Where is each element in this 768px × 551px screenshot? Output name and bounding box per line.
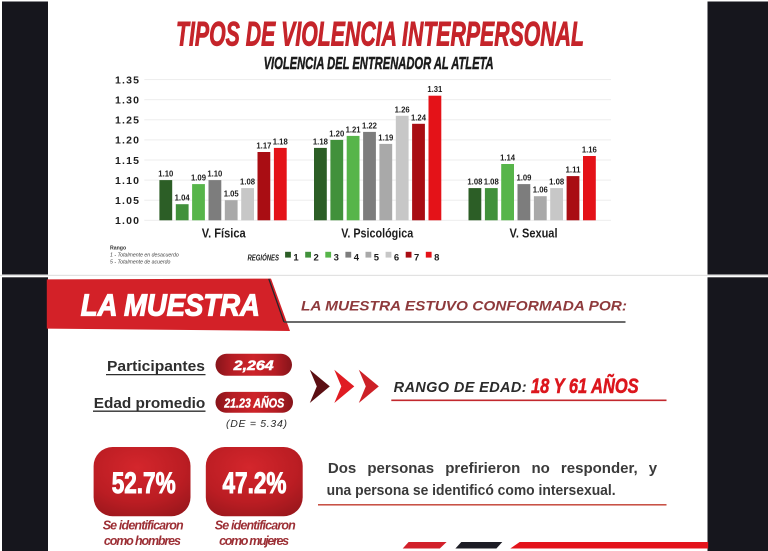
svg-text:2,264: 2,264: [233, 358, 275, 373]
svg-text:como hombres: como hombres: [104, 534, 181, 548]
svg-text:21.23 AÑOS: 21.23 AÑOS: [223, 396, 284, 411]
svg-text:1.24: 1.24: [411, 113, 427, 122]
svg-text:5 - Totalmente de acuerdo: 5 - Totalmente de acuerdo: [110, 259, 170, 265]
svg-text:8: 8: [434, 252, 439, 263]
svg-text:3: 3: [334, 252, 339, 263]
svg-text:1.05: 1.05: [224, 190, 240, 199]
svg-text:1.11: 1.11: [566, 166, 582, 175]
svg-text:4: 4: [354, 252, 360, 263]
svg-text:(DE = 5.34): (DE = 5.34): [226, 418, 287, 430]
svg-text:Se identificaron: Se identificaron: [103, 519, 184, 533]
svg-text:1.08: 1.08: [484, 178, 500, 187]
svg-text:1.15: 1.15: [115, 155, 139, 167]
svg-text:1.18: 1.18: [313, 137, 329, 146]
svg-text:1.10: 1.10: [207, 170, 223, 179]
svg-text:1.17: 1.17: [256, 141, 271, 150]
svg-text:LA MUESTRA ESTUVO CONFORMADA P: LA MUESTRA ESTUVO CONFORMADA POR:: [301, 298, 627, 314]
svg-text:1.05: 1.05: [115, 195, 139, 207]
svg-text:6: 6: [394, 252, 399, 263]
svg-text:Edad promedio: Edad promedio: [94, 396, 206, 412]
svg-text:Rango: Rango: [110, 246, 126, 252]
svg-text:1 - Totalmente en desacuerdo: 1 - Totalmente en desacuerdo: [110, 252, 179, 258]
svg-text:47.2%: 47.2%: [223, 467, 287, 500]
svg-text:Participantes: Participantes: [107, 359, 205, 375]
svg-text:1.10: 1.10: [158, 170, 174, 179]
svg-text:V. Física: V. Física: [202, 227, 247, 241]
svg-text:1.19: 1.19: [378, 133, 394, 142]
svg-text:1.20: 1.20: [329, 129, 345, 138]
svg-text:18 Y 61 AÑOS: 18 Y 61 AÑOS: [531, 373, 639, 398]
svg-text:1.00: 1.00: [115, 215, 139, 227]
svg-text:1.08: 1.08: [467, 178, 483, 187]
svg-text:52.7%: 52.7%: [112, 467, 176, 500]
svg-text:LA MUESTRA: LA MUESTRA: [81, 288, 260, 323]
svg-text:1.04: 1.04: [175, 194, 191, 203]
svg-text:2: 2: [314, 252, 319, 263]
svg-text:TIPOS DE VIOLENCIA INTERPERSON: TIPOS DE VIOLENCIA INTERPERSONAL: [176, 16, 584, 54]
svg-text:7: 7: [414, 252, 419, 263]
svg-text:1.20: 1.20: [115, 135, 139, 147]
svg-text:V. Sexual: V. Sexual: [510, 227, 558, 241]
svg-text:1.30: 1.30: [115, 95, 139, 107]
svg-text:1.08: 1.08: [549, 178, 565, 187]
svg-text:como mujeres: como mujeres: [219, 534, 289, 548]
svg-text:1.14: 1.14: [500, 154, 516, 163]
svg-text:1.25: 1.25: [115, 115, 139, 127]
svg-text:Dos personas prefirieron no re: Dos personas prefirieron no responder, y: [328, 460, 658, 477]
svg-text:5: 5: [374, 252, 380, 263]
svg-text:VIOLENCIA DEL ENTRENADOR AL AT: VIOLENCIA DEL ENTRENADOR AL ATLETA: [264, 53, 494, 73]
svg-text:RANGO DE EDAD:: RANGO DE EDAD:: [394, 380, 527, 396]
svg-text:1.06: 1.06: [533, 186, 549, 195]
svg-text:1.16: 1.16: [582, 145, 598, 154]
svg-text:1.10: 1.10: [115, 175, 139, 187]
svg-text:1: 1: [293, 252, 299, 263]
svg-text:1.21: 1.21: [346, 125, 362, 134]
svg-text:Se identificaron: Se identificaron: [215, 519, 296, 533]
svg-text:1.09: 1.09: [191, 174, 207, 183]
svg-text:1.35: 1.35: [115, 74, 139, 86]
svg-text:V. Psicológica: V. Psicológica: [341, 227, 414, 241]
svg-text:una persona se identificó como: una persona se identificó como intersexu…: [327, 482, 616, 499]
svg-text:1.18: 1.18: [273, 137, 289, 146]
svg-text:1.22: 1.22: [362, 121, 378, 130]
svg-text:1.09: 1.09: [516, 174, 532, 183]
svg-text:1.08: 1.08: [240, 178, 256, 187]
svg-text:1.31: 1.31: [427, 85, 443, 94]
svg-text:1.26: 1.26: [395, 105, 411, 114]
svg-text:REGIÓNES: REGIÓNES: [248, 253, 280, 262]
